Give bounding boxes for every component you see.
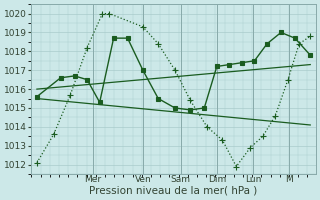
- X-axis label: Pression niveau de la mer( hPa ): Pression niveau de la mer( hPa ): [90, 186, 258, 196]
